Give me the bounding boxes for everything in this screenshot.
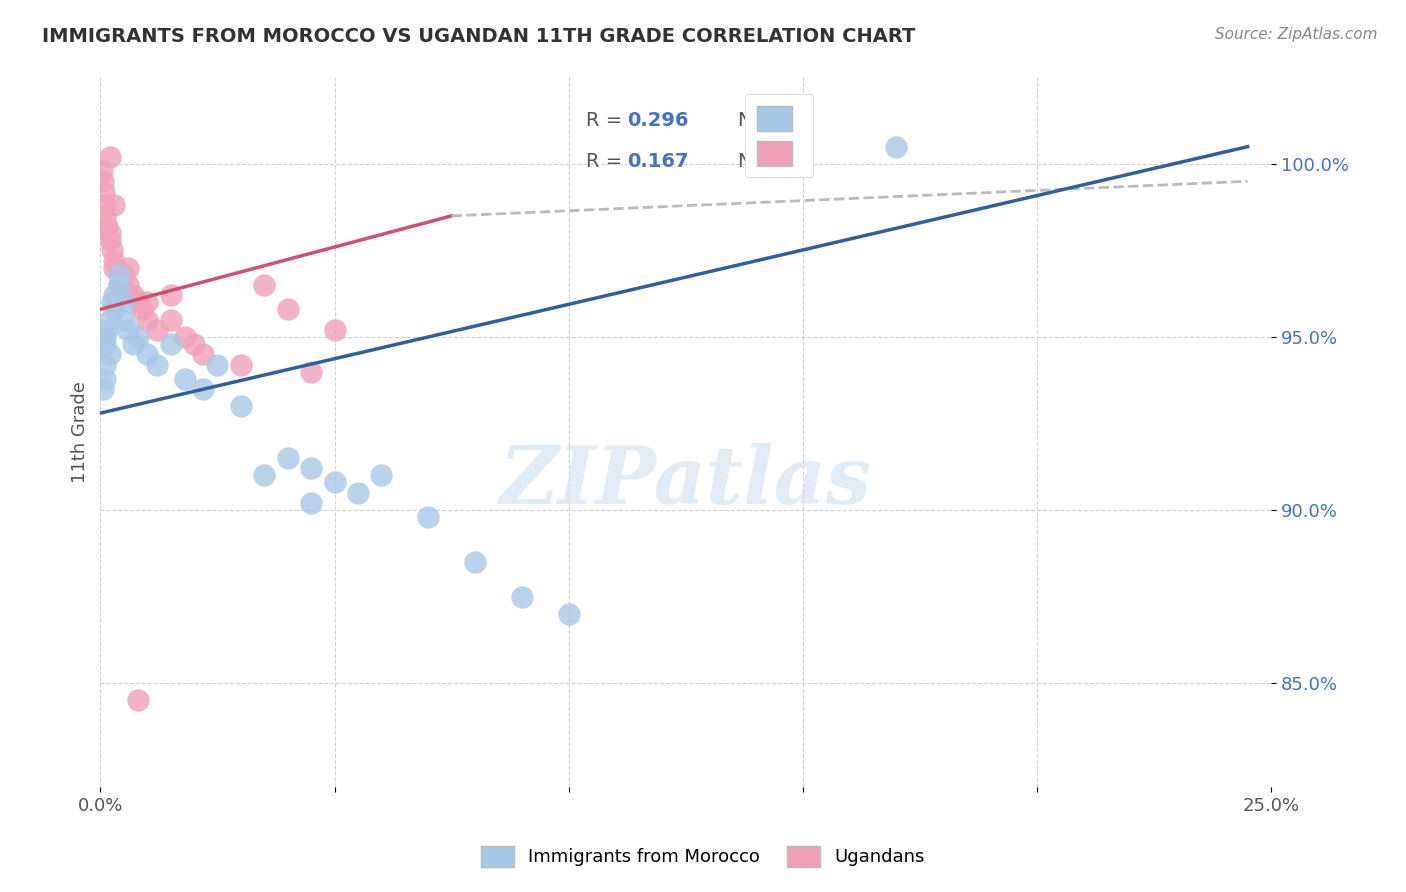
Point bbox=[103, 260, 125, 275]
Legend: Immigrants from Morocco, Ugandans: Immigrants from Morocco, Ugandans bbox=[474, 838, 932, 874]
Point bbox=[94, 371, 117, 385]
Point bbox=[464, 555, 486, 569]
Point bbox=[145, 358, 167, 372]
Point bbox=[127, 693, 149, 707]
Point bbox=[370, 468, 392, 483]
Text: Source: ZipAtlas.com: Source: ZipAtlas.com bbox=[1215, 27, 1378, 42]
Point bbox=[108, 268, 131, 282]
Point bbox=[145, 323, 167, 337]
Point bbox=[277, 451, 299, 466]
Point bbox=[112, 295, 135, 310]
Point bbox=[122, 337, 145, 351]
Text: 37: 37 bbox=[778, 111, 804, 129]
Point bbox=[173, 371, 195, 385]
Text: ZIPatlas: ZIPatlas bbox=[499, 443, 872, 521]
Point bbox=[98, 226, 121, 240]
Point bbox=[96, 323, 118, 337]
Point bbox=[101, 295, 124, 310]
Point bbox=[117, 278, 139, 293]
Text: N =: N = bbox=[738, 111, 782, 129]
Point bbox=[229, 358, 252, 372]
Point bbox=[101, 244, 124, 258]
Text: 0.296: 0.296 bbox=[627, 111, 689, 129]
Point bbox=[253, 278, 276, 293]
Point bbox=[108, 278, 131, 293]
Point bbox=[323, 475, 346, 490]
Point bbox=[93, 185, 115, 199]
Point bbox=[323, 323, 346, 337]
Point bbox=[253, 468, 276, 483]
Point bbox=[229, 399, 252, 413]
Point bbox=[347, 485, 370, 500]
Point bbox=[90, 164, 112, 178]
Point bbox=[98, 312, 121, 326]
Point bbox=[136, 312, 159, 326]
Point bbox=[299, 365, 322, 379]
Point bbox=[112, 268, 135, 282]
Text: R =: R = bbox=[586, 152, 628, 170]
Point bbox=[193, 382, 215, 396]
Point bbox=[112, 288, 135, 302]
Point bbox=[103, 302, 125, 317]
Point bbox=[103, 198, 125, 212]
Point bbox=[122, 288, 145, 302]
Text: N =: N = bbox=[738, 152, 782, 170]
Point bbox=[94, 198, 117, 212]
Point bbox=[94, 209, 117, 223]
Y-axis label: 11th Grade: 11th Grade bbox=[72, 381, 89, 483]
Point bbox=[91, 174, 114, 188]
Point bbox=[159, 312, 181, 326]
Point bbox=[510, 590, 533, 604]
Point bbox=[112, 312, 135, 326]
Point bbox=[277, 302, 299, 317]
Point bbox=[108, 268, 131, 282]
Text: 36: 36 bbox=[778, 152, 804, 170]
Point bbox=[136, 295, 159, 310]
Point bbox=[159, 337, 181, 351]
Point bbox=[108, 278, 131, 293]
Point bbox=[183, 337, 205, 351]
Point bbox=[136, 347, 159, 361]
Point bbox=[91, 382, 114, 396]
Point bbox=[127, 295, 149, 310]
Point bbox=[103, 253, 125, 268]
Text: IMMIGRANTS FROM MOROCCO VS UGANDAN 11TH GRADE CORRELATION CHART: IMMIGRANTS FROM MOROCCO VS UGANDAN 11TH … bbox=[42, 27, 915, 45]
Point bbox=[103, 288, 125, 302]
Point bbox=[886, 139, 908, 153]
Point bbox=[418, 510, 440, 524]
Point bbox=[207, 358, 229, 372]
Point bbox=[94, 337, 117, 351]
Point bbox=[131, 302, 153, 317]
Point bbox=[98, 233, 121, 247]
Text: R =: R = bbox=[586, 111, 628, 129]
Point bbox=[299, 496, 322, 510]
Point bbox=[127, 330, 149, 344]
Point bbox=[173, 330, 195, 344]
Point bbox=[193, 347, 215, 361]
Point bbox=[96, 219, 118, 234]
Text: 0.167: 0.167 bbox=[627, 152, 689, 170]
Point bbox=[98, 347, 121, 361]
Point bbox=[159, 288, 181, 302]
Point bbox=[98, 150, 121, 164]
Point bbox=[557, 607, 579, 621]
Point bbox=[94, 330, 117, 344]
Point bbox=[117, 260, 139, 275]
Point bbox=[299, 461, 322, 475]
Legend: , : , bbox=[745, 95, 814, 178]
Point bbox=[94, 358, 117, 372]
Point bbox=[117, 323, 139, 337]
